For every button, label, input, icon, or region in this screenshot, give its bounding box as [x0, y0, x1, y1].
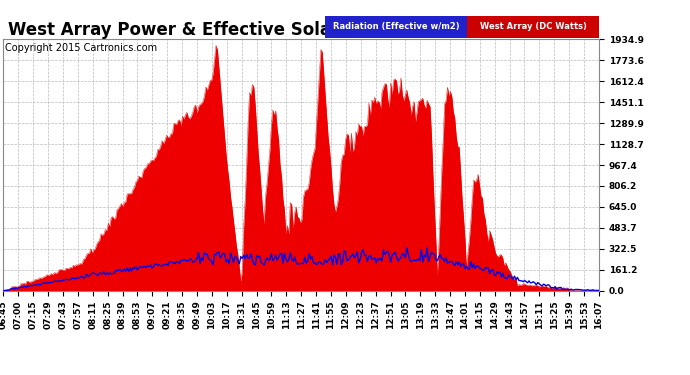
Bar	[467, 16, 599, 38]
Text: West Array (DC Watts): West Array (DC Watts)	[480, 22, 586, 31]
Text: Copyright 2015 Cartronics.com: Copyright 2015 Cartronics.com	[5, 43, 157, 53]
Title: West Array Power & Effective Solar Radiation Fri Nov 20 16:13: West Array Power & Effective Solar Radia…	[8, 21, 594, 39]
Bar	[325, 16, 467, 38]
Text: Radiation (Effective w/m2): Radiation (Effective w/m2)	[333, 22, 460, 31]
